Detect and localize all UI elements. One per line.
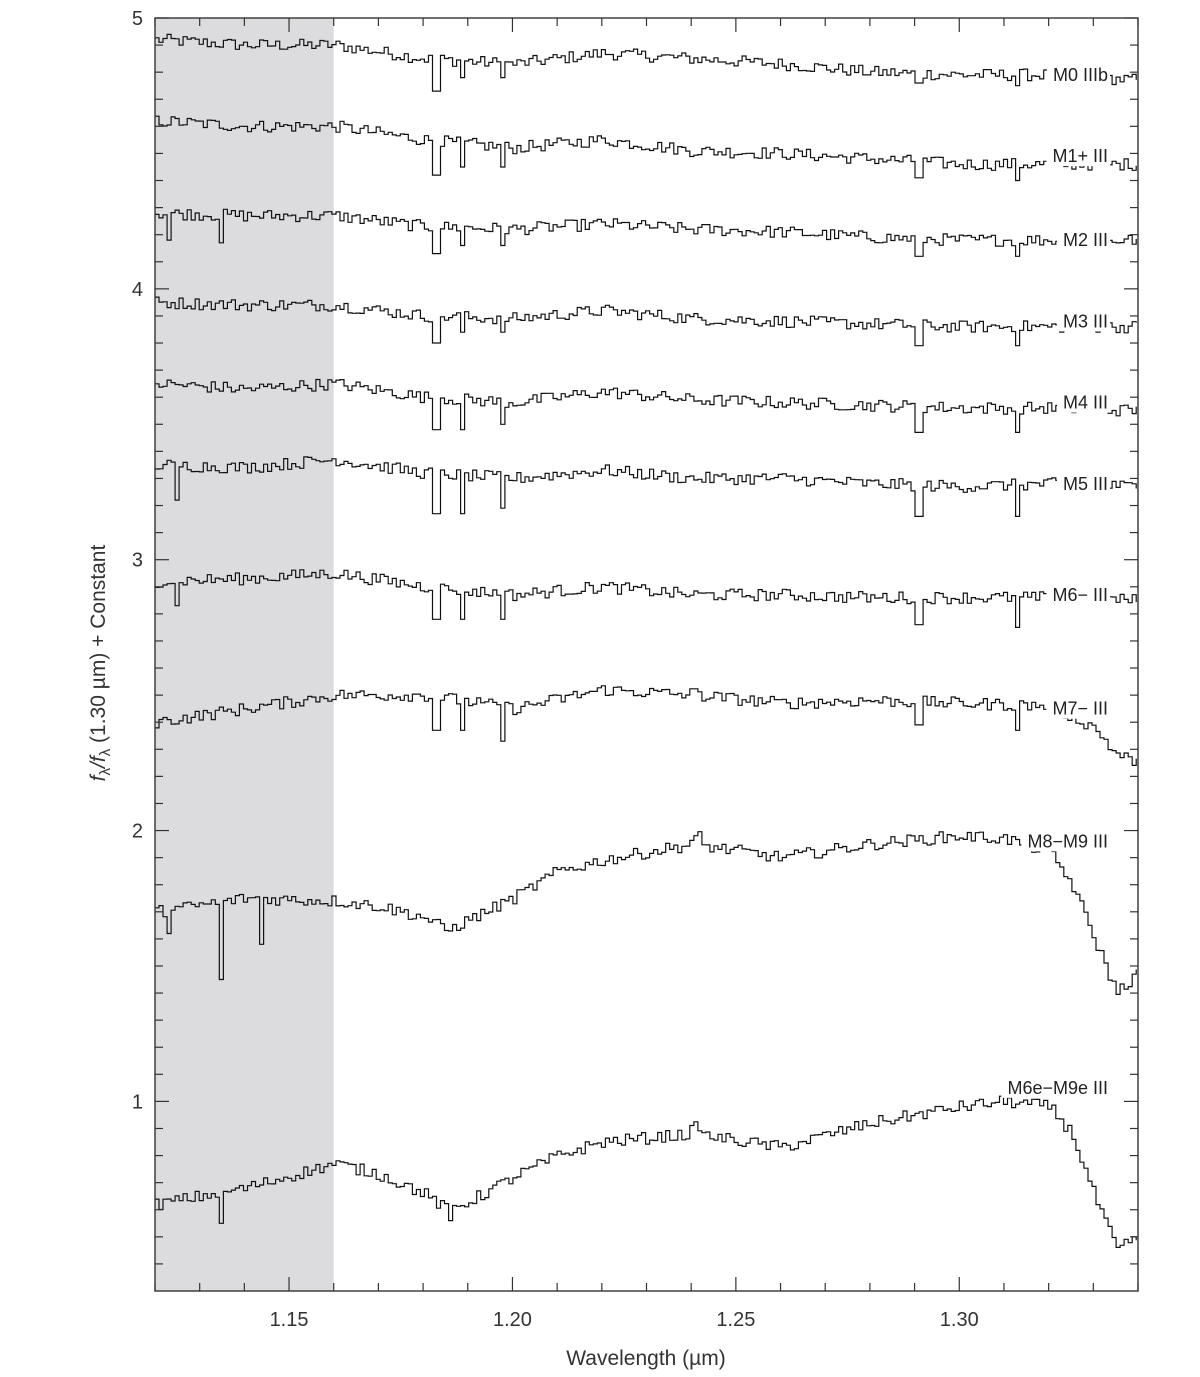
y-tick-labels: 1 2 3 4 5	[132, 8, 143, 1113]
x-tick-label: 1.15	[270, 1309, 309, 1331]
series-line	[155, 378, 1137, 433]
x-tick-label: 1.25	[716, 1309, 755, 1331]
series-label-bg	[1056, 309, 1110, 332]
series-label-bg	[1056, 390, 1110, 413]
series-label: M1+ III	[1052, 146, 1108, 166]
x-tick-labels: 1.15 1.20 1.25 1.30	[270, 1309, 979, 1331]
series-label: M3 III	[1063, 311, 1108, 331]
series-line	[155, 831, 1137, 995]
series-label-bg	[1056, 471, 1110, 494]
series-line	[155, 208, 1137, 257]
series-label-bg	[1021, 829, 1110, 852]
y-tick-label: 3	[132, 550, 143, 572]
y-tick-label: 2	[132, 821, 143, 843]
series-labels: M0 IIIb M1+ III M2 III M3 III M4 III M5 III M6…	[1001, 62, 1110, 1098]
y-axis-title: fλ/fλ (1.30 µm) + Constant	[87, 545, 114, 782]
y-tick-label: 4	[132, 279, 143, 301]
series-label: M8−M9 III	[1027, 831, 1108, 851]
series-line	[155, 115, 1137, 182]
x-axis-title: Wavelength (µm)	[566, 1347, 726, 1370]
series-line	[155, 296, 1137, 347]
y-axis-title-f1: f	[87, 773, 110, 781]
series-label-bg	[1046, 62, 1110, 85]
series-label-bg	[1046, 582, 1110, 605]
shaded-region	[155, 18, 334, 1291]
series-label-bg	[1046, 696, 1110, 719]
series-line	[155, 1095, 1137, 1248]
series-lines	[155, 33, 1137, 1248]
y-axis-title-sub1: λ	[97, 767, 114, 775]
y-tick-label: 5	[132, 8, 143, 30]
x-tick-label: 1.20	[493, 1309, 532, 1331]
y-tick-label: 1	[132, 1091, 143, 1113]
series-label: M2 III	[1063, 230, 1108, 250]
series-label: M0 IIIb	[1053, 65, 1108, 85]
series-label: M5 III	[1063, 474, 1108, 494]
series-label: M7− III	[1052, 699, 1108, 719]
series-line	[155, 685, 1137, 766]
series-label: M4 III	[1063, 393, 1108, 413]
series-label-bg	[1056, 228, 1110, 251]
y-axis-title-sub2: λ	[97, 748, 114, 756]
series-label: M6− III	[1052, 585, 1108, 605]
axis-ticks	[154, 17, 1139, 1291]
series-line	[155, 33, 1137, 92]
series-line	[155, 456, 1137, 517]
series-label-bg	[1046, 144, 1110, 167]
x-tick-label: 1.30	[940, 1309, 979, 1331]
series-label: M6e−M9e III	[1007, 1078, 1108, 1098]
series-line	[155, 569, 1137, 628]
series-label-bg	[1001, 1075, 1110, 1098]
y-axis-title-rest: (1.30 µm) + Constant	[87, 545, 110, 749]
y-axis-title-f2: /f	[87, 754, 110, 770]
